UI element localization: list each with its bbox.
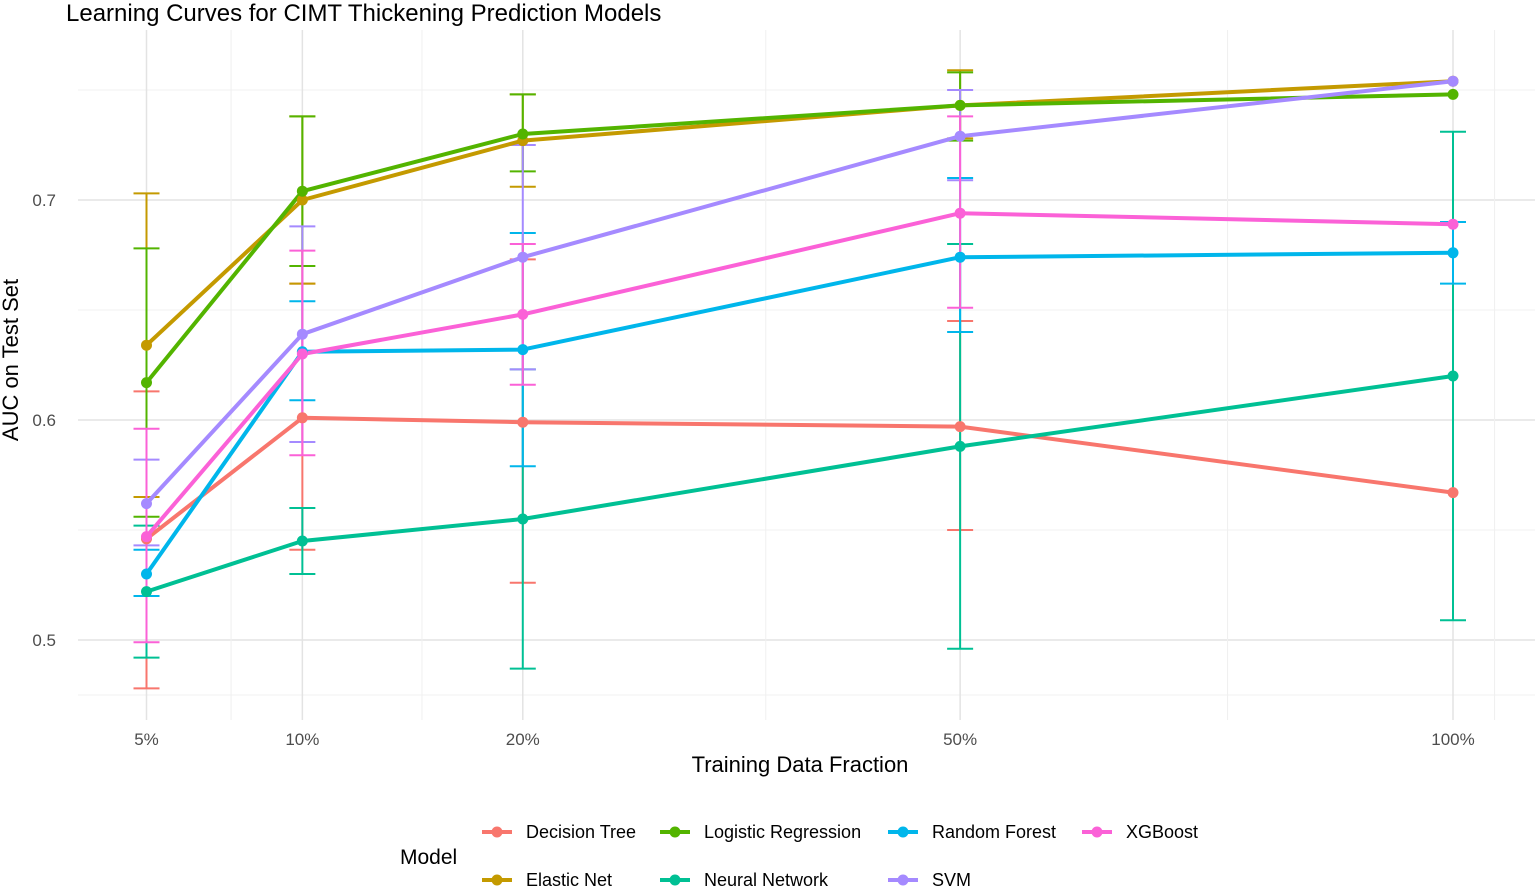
point-random-forest <box>1447 247 1459 259</box>
point-logistic-regression <box>141 377 152 389</box>
legend-label: SVM <box>932 870 971 889</box>
point-xgboost <box>1447 218 1459 230</box>
legend-item-svm: SVM <box>888 870 971 889</box>
point-random-forest <box>517 344 529 356</box>
legend-key-point <box>491 874 503 886</box>
point-xgboost <box>141 531 152 543</box>
y-tick-label: 0.5 <box>32 631 56 650</box>
point-logistic-regression <box>1447 88 1459 100</box>
point-svm <box>141 498 152 510</box>
point-svm <box>954 130 966 142</box>
y-axis-title: AUC on Test Set <box>0 279 23 441</box>
series-line-decision-tree <box>145 415 1454 541</box>
legend-key-point <box>669 874 681 886</box>
legend-key-point <box>1091 826 1103 838</box>
series-line-logistic-regression <box>144 92 1454 384</box>
legend-item-random-forest: Random Forest <box>888 822 1056 842</box>
series-line-neural-network <box>145 374 1454 594</box>
point-neural-network <box>296 535 308 547</box>
point-neural-network <box>954 440 966 452</box>
point-svm <box>296 328 308 340</box>
series-line-elastic-net <box>145 79 1454 347</box>
x-axis-ticks: 5% 10% 20% 50% 100% <box>134 730 1475 749</box>
point-xgboost <box>517 308 529 320</box>
point-random-forest <box>141 568 152 580</box>
data-points <box>141 75 1459 598</box>
grid <box>78 30 1535 720</box>
point-xgboost <box>296 348 308 360</box>
y-axis-ticks: 0.5 0.6 0.7 <box>32 191 56 650</box>
legend-item-neural-network: Neural Network <box>660 870 829 889</box>
point-decision-tree <box>1447 487 1459 499</box>
point-svm <box>1447 75 1459 87</box>
legend-item-xgboost: XGBoost <box>1082 822 1198 842</box>
legend-label: Decision Tree <box>526 822 636 842</box>
x-axis-title: Training Data Fraction <box>692 752 909 777</box>
y-tick-label: 0.7 <box>32 191 56 210</box>
point-logistic-regression <box>954 99 966 111</box>
legend-label: Neural Network <box>704 870 829 889</box>
legend-label: Elastic Net <box>526 870 612 889</box>
point-logistic-regression <box>296 185 308 197</box>
series-line-random-forest <box>144 250 1454 576</box>
point-decision-tree <box>517 416 529 428</box>
error-bars <box>133 69 1466 690</box>
x-tick-label: 20% <box>506 730 540 749</box>
legend-key-point <box>491 826 503 838</box>
point-elastic-net <box>141 339 152 351</box>
legend-label: XGBoost <box>1126 822 1198 842</box>
point-decision-tree <box>296 412 308 424</box>
series-line-xgboost <box>144 211 1454 538</box>
chart-title: Learning Curves for CIMT Thickening Pred… <box>66 0 661 27</box>
point-neural-network <box>141 586 152 598</box>
legend-key-point <box>897 826 909 838</box>
point-logistic-regression <box>517 128 529 140</box>
series-lines <box>144 79 1454 594</box>
point-neural-network <box>517 513 529 525</box>
legend-item-logistic-regression: Logistic Regression <box>660 822 861 842</box>
legend-item-elastic-net: Elastic Net <box>482 870 612 889</box>
point-decision-tree <box>954 421 966 433</box>
point-svm <box>517 251 529 263</box>
legend-key-point <box>669 826 681 838</box>
point-elastic-net <box>296 194 308 206</box>
x-tick-label: 100% <box>1431 730 1474 749</box>
x-tick-label: 5% <box>134 730 159 749</box>
legend-title: Model <box>400 846 457 869</box>
point-xgboost <box>954 207 966 219</box>
point-random-forest <box>954 251 966 263</box>
legend-item-decision-tree: Decision Tree <box>482 822 636 842</box>
point-neural-network <box>1447 370 1459 382</box>
x-tick-label: 10% <box>285 730 319 749</box>
legend-label: Random Forest <box>932 822 1056 842</box>
legend-label: Logistic Regression <box>704 822 861 842</box>
x-tick-label: 50% <box>943 730 977 749</box>
y-tick-label: 0.6 <box>32 411 56 430</box>
legend-key-point <box>897 874 909 886</box>
legend: Model Decision Tree Elastic Net Logistic R… <box>400 822 1198 889</box>
